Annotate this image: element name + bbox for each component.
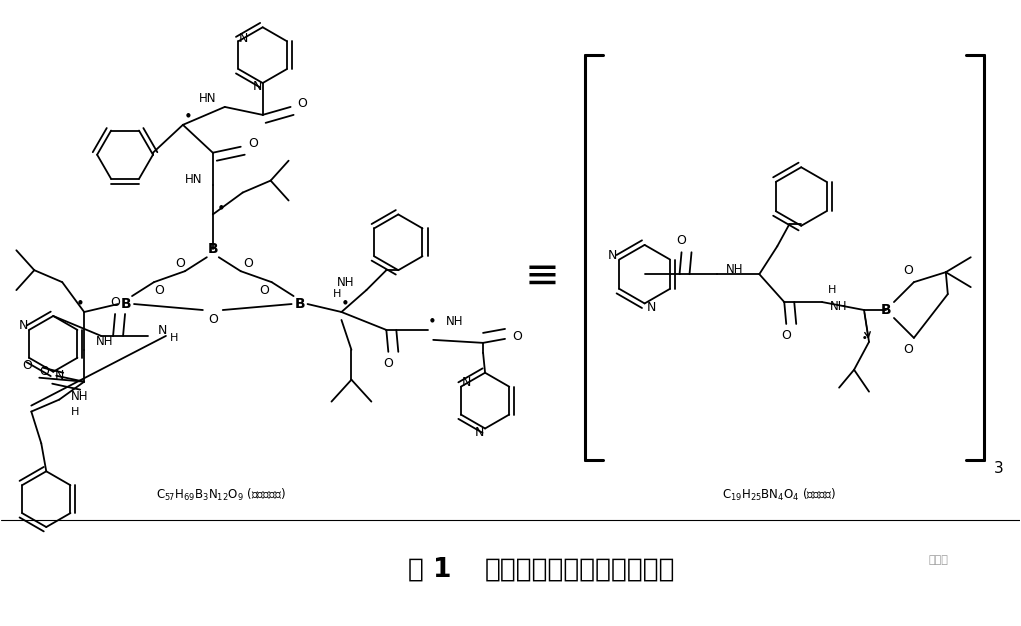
Text: H: H [828,285,836,295]
Text: 凡默谷: 凡默谷 [929,555,949,565]
Text: O: O [259,284,270,297]
Text: HN: HN [186,173,203,186]
Text: O: O [384,357,393,370]
Text: NH: NH [725,263,743,275]
Text: N: N [475,426,484,439]
Text: NH: NH [337,275,354,289]
Text: H: H [333,289,342,299]
Text: 图 1: 图 1 [408,557,452,583]
Text: N: N [607,249,617,262]
Text: B: B [207,242,218,256]
Text: H: H [71,406,80,416]
Text: ●: ● [343,300,348,304]
Text: O: O [248,137,257,150]
Text: O: O [22,359,33,372]
Text: O: O [903,343,913,356]
Text: ≡: ≡ [525,255,560,297]
Text: NH: NH [71,390,89,403]
Text: ●: ● [218,204,224,209]
Text: 3: 3 [993,461,1004,476]
Text: O: O [298,98,307,110]
Text: O: O [154,284,164,297]
Text: ●: ● [186,113,190,118]
Text: N: N [463,376,472,389]
Text: C$_{57}$H$_{69}$B$_3$N$_{12}$O$_9$ (三聚硼酸酯): C$_{57}$H$_{69}$B$_3$N$_{12}$O$_9$ (三聚硼酸… [156,487,286,503]
Text: B: B [294,297,305,311]
Text: O: O [781,329,791,342]
Text: HN: HN [199,93,216,105]
Text: N: N [54,369,64,382]
Text: O: O [110,295,120,309]
Text: N: N [18,319,28,332]
Text: NH: NH [446,316,464,329]
Text: N: N [647,301,657,314]
Text: B: B [120,297,132,311]
Text: O: O [677,234,686,247]
Text: ●: ● [430,317,435,322]
Text: 硼替佐米三聚体和单体结构: 硼替佐米三聚体和单体结构 [485,557,675,583]
Text: H: H [169,333,178,343]
Text: O: O [903,264,913,277]
Text: NH: NH [830,299,847,312]
Text: O: O [208,314,217,327]
Text: O: O [40,365,49,378]
Text: ●: ● [863,336,867,340]
Text: B: B [881,303,891,317]
Text: N: N [253,80,262,93]
Text: N: N [239,32,248,44]
Text: O: O [243,257,252,270]
Text: O: O [513,331,522,344]
Text: ●: ● [78,300,83,304]
Text: N: N [157,324,166,337]
Text: O: O [175,257,185,270]
Text: C$_{19}$H$_{25}$BN$_4$O$_4$ (硼酸形式): C$_{19}$H$_{25}$BN$_4$O$_4$ (硼酸形式) [722,487,836,503]
Text: NH: NH [96,336,113,349]
